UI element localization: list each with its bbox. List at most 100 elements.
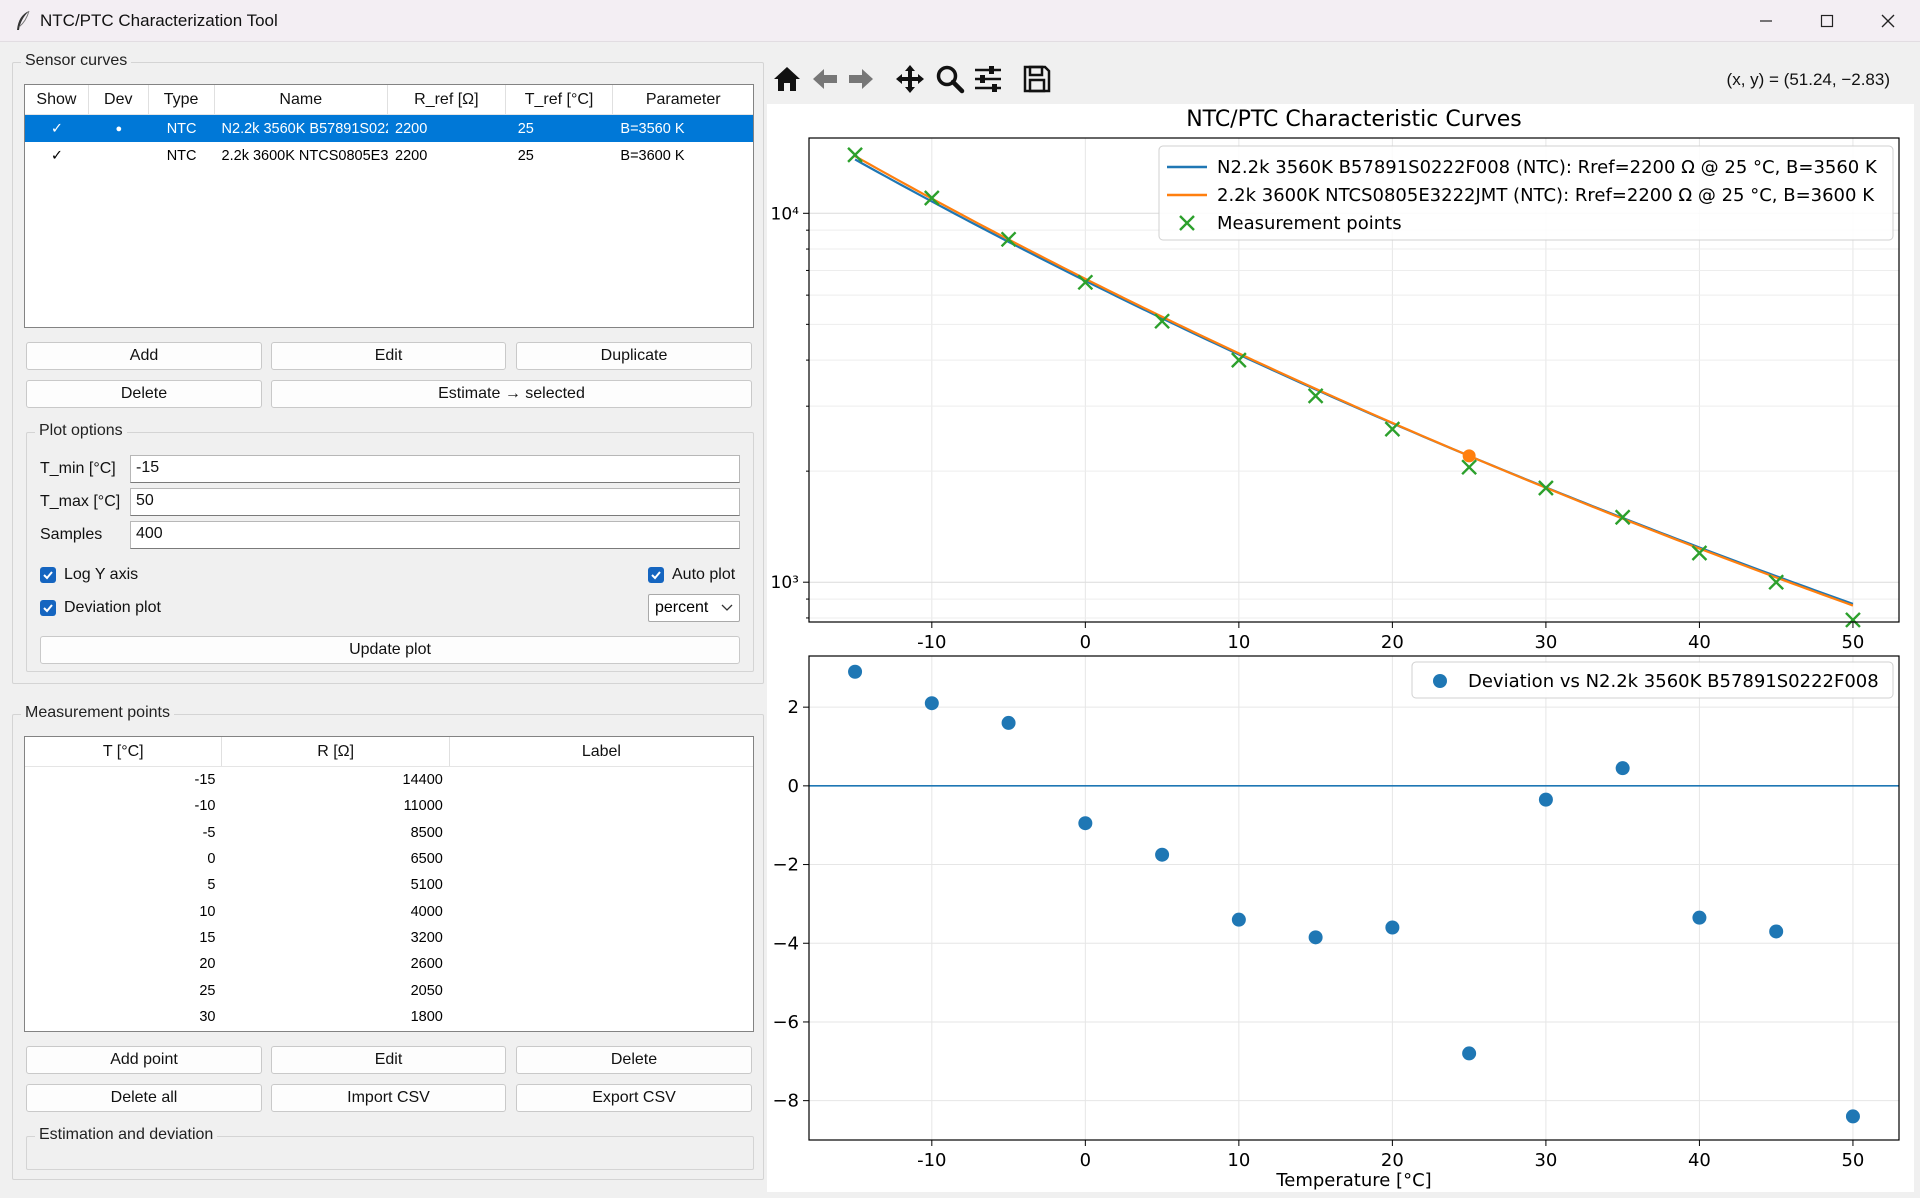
y-tick-label: −6 — [772, 1012, 799, 1033]
pan-button[interactable] — [893, 62, 927, 96]
column-header[interactable]: T_ref [°C] — [506, 85, 614, 114]
log-y-checkbox[interactable]: Log Y axis — [40, 566, 138, 584]
sensor-curves-table[interactable]: Show Dev Type Name R_ref [Ω] T_ref [°C] … — [24, 84, 754, 328]
deviation-mode-select[interactable]: percent — [648, 594, 740, 622]
table-row[interactable]: -5 8500 — [25, 820, 753, 846]
plot-options-frame: Plot options — [26, 422, 754, 672]
table-row[interactable]: -10 11000 — [25, 793, 753, 819]
measurement-point — [1461, 459, 1477, 476]
tmax-input[interactable]: 50 — [130, 488, 740, 516]
plot-canvas[interactable]: NTC/PTC Characteristic Curves 10⁴ 10³ -10 0 1… — [767, 104, 1914, 1192]
t-cell: -5 — [202, 824, 216, 841]
close-button[interactable] — [1858, 0, 1918, 42]
column-header[interactable]: T [°C] — [25, 737, 223, 766]
table-row[interactable]: -15 14400 — [25, 767, 753, 793]
sensor-curves-title: Sensor curves — [21, 52, 132, 70]
column-header[interactable]: Type — [149, 85, 215, 114]
axes-frame — [808, 137, 1900, 623]
table-row[interactable]: 25 2050 — [25, 977, 753, 1003]
deviation-point — [848, 664, 863, 679]
legend-label: Measurement points — [1217, 213, 1402, 234]
estimate-selected-button[interactable]: Estimate → selected — [271, 380, 752, 408]
table-row[interactable]: 15 3200 — [25, 925, 753, 951]
deviation-point — [1001, 715, 1016, 730]
deviation-point — [1615, 761, 1630, 776]
edit-point-button[interactable]: Edit — [271, 1046, 506, 1074]
column-header[interactable]: R_ref [Ω] — [388, 85, 506, 114]
t-cell: 30 — [199, 1008, 216, 1025]
legend-label: 2.2k 3600K NTCS0805E3222JMT (NTC): Rref=… — [1217, 185, 1875, 206]
auto-plot-label: Auto plot — [672, 566, 736, 583]
table-row[interactable]: 20 2600 — [25, 951, 753, 977]
x-tick-label: -10 — [917, 1150, 946, 1171]
y-tick-label: 2 — [788, 697, 799, 718]
type-cell: NTC — [166, 147, 197, 164]
rref-cell: 2200 — [395, 147, 428, 164]
t-cell: 15 — [199, 929, 216, 946]
x-tick-label: 20 — [1381, 1150, 1404, 1171]
import-csv-button[interactable]: Import CSV — [271, 1084, 506, 1112]
t-cell: 0 — [207, 851, 216, 868]
auto-plot-checkbox[interactable]: Auto plot — [648, 566, 735, 584]
log-y-label: Log Y axis — [64, 566, 139, 583]
samples-input[interactable]: 400 — [130, 521, 740, 549]
maximize-button[interactable] — [1797, 0, 1857, 42]
delete-all-button[interactable]: Delete all — [26, 1084, 262, 1112]
y-tick-label: −8 — [772, 1091, 799, 1112]
table-row[interactable]: ✓ NTC 2.2k 3600K NTCS0805E3 2200 25 B=36… — [25, 142, 753, 169]
dev-cell[interactable]: ● — [115, 122, 123, 135]
show-cell[interactable]: ✓ — [50, 120, 63, 137]
edit-curve-button[interactable]: Edit — [271, 342, 506, 370]
column-header[interactable]: Name — [215, 85, 389, 114]
column-header[interactable]: Parameter — [645, 90, 721, 108]
x-tick-label: 40 — [1688, 1150, 1711, 1171]
column-header[interactable]: R [Ω] — [222, 737, 450, 766]
column-header[interactable]: Dev — [89, 85, 149, 114]
zoom-button[interactable] — [933, 62, 967, 96]
chevron-down-icon — [721, 604, 733, 611]
table-row[interactable]: 30 1800 — [25, 1004, 753, 1030]
y-tick-label: 10⁴ — [771, 204, 800, 224]
forward-button[interactable] — [844, 62, 878, 96]
table-row[interactable]: 10 4000 — [25, 898, 753, 924]
table-row[interactable]: ✓ ● NTC N2.2k 3560K B57891S022 2200 25 B… — [25, 115, 753, 142]
add-point-button[interactable]: Add point — [26, 1046, 262, 1074]
table-row[interactable]: 5 5100 — [25, 872, 753, 898]
figure-svg[interactable]: NTC/PTC Characteristic Curves 10⁴ 10³ -10 0 1… — [767, 104, 1914, 1192]
r-cell: 11000 — [403, 798, 443, 815]
r-cell: 3200 — [410, 929, 443, 946]
deviation-plot-checkbox[interactable]: Deviation plot — [40, 599, 161, 617]
sensor-curves-header: Show Dev Type Name R_ref [Ω] T_ref [°C] … — [25, 85, 753, 115]
delete-point-button[interactable]: Delete — [516, 1046, 752, 1074]
show-cell[interactable]: ✓ — [50, 147, 63, 164]
x-tick-label: 50 — [1841, 632, 1864, 653]
series-line — [854, 155, 1854, 607]
tref-cell: 25 — [517, 120, 534, 137]
column-header[interactable]: Show — [25, 85, 89, 114]
minimize-button[interactable] — [1736, 0, 1796, 42]
save-button[interactable] — [1020, 62, 1054, 96]
tref-cell: 25 — [517, 147, 534, 164]
legend-label: Deviation vs N2.2k 3560K B57891S0222F008 — [1468, 671, 1879, 692]
add-curve-button[interactable]: Add — [26, 342, 262, 370]
back-button[interactable] — [808, 62, 842, 96]
forward-arrow-icon — [849, 69, 873, 89]
delete-curve-button[interactable]: Delete — [26, 380, 262, 408]
column-header[interactable]: Label — [581, 742, 621, 760]
deviation-point — [1845, 1109, 1860, 1124]
minimize-icon — [1760, 20, 1772, 22]
checkmark-icon — [40, 567, 56, 583]
update-plot-button[interactable]: Update plot — [40, 636, 740, 664]
configure-subplots-button[interactable] — [971, 62, 1005, 96]
table-row[interactable]: 0 6500 — [25, 846, 753, 872]
duplicate-curve-button[interactable]: Duplicate — [516, 342, 752, 370]
estimation-title: Estimation and deviation — [35, 1126, 218, 1144]
tmin-input[interactable]: -15 — [130, 455, 740, 483]
measurement-points-table[interactable]: T [°C] R [Ω] Label -15 14400 -10 11000 -5 850… — [24, 736, 754, 1032]
coordinate-readout: (x, y) = (51.24, −2.83) — [1726, 70, 1890, 89]
home-button[interactable] — [770, 62, 804, 96]
export-csv-button[interactable]: Export CSV — [516, 1084, 752, 1112]
measurement-point — [1077, 274, 1094, 291]
window-title: NTC/PTC Characterization Tool — [40, 11, 278, 30]
t-cell: 10 — [199, 903, 216, 920]
